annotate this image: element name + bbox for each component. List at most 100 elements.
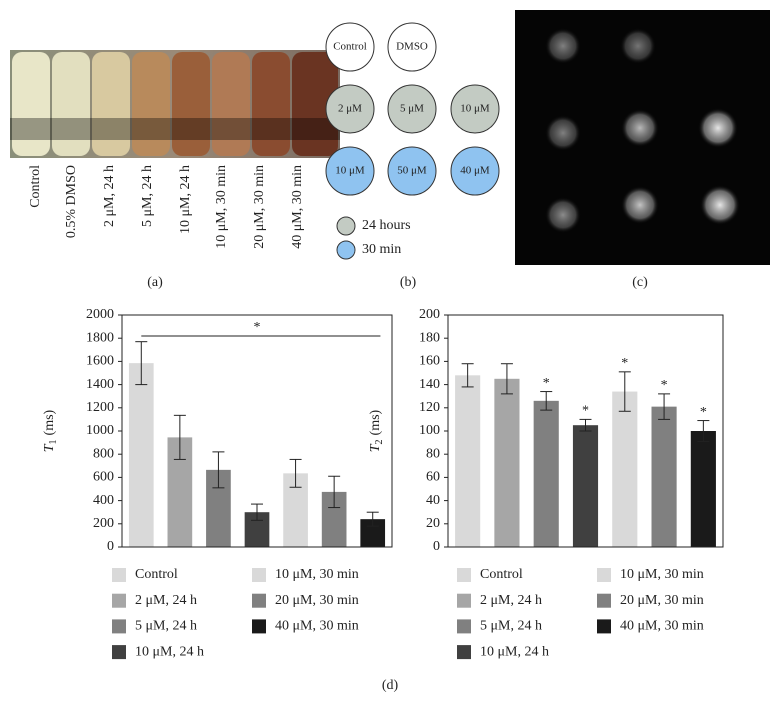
panel-caption: (b) bbox=[400, 275, 417, 290]
bar bbox=[651, 406, 677, 547]
plot-frame bbox=[447, 314, 724, 548]
sample-label: 5 μM bbox=[400, 103, 424, 115]
y-tick-label: 40 bbox=[426, 493, 440, 508]
legend-label: Control bbox=[480, 567, 523, 582]
y-axis-label: T1 (ms) bbox=[42, 409, 59, 452]
bar bbox=[690, 431, 716, 547]
legend-swatch bbox=[597, 619, 611, 634]
legend-swatch bbox=[252, 568, 266, 582]
panel-caption: (a) bbox=[147, 275, 163, 290]
legend-label: 40 μM, 30 min bbox=[620, 619, 704, 634]
legend-dot bbox=[336, 240, 356, 260]
sample-circle bbox=[387, 84, 437, 134]
bar bbox=[128, 363, 154, 547]
y-tick-label: 140 bbox=[419, 377, 440, 392]
legend-swatch bbox=[252, 619, 266, 634]
sample-circle bbox=[325, 146, 375, 196]
y-axis-label-subscript: 1 bbox=[48, 439, 59, 444]
significance-mark: * bbox=[700, 405, 707, 420]
y-tick-label: 800 bbox=[93, 446, 114, 461]
legend-label: 10 μM, 24 h bbox=[135, 644, 204, 659]
tube-label: 5 μM, 24 h bbox=[140, 165, 155, 227]
y-tick-label: 400 bbox=[93, 493, 114, 508]
y-axis-label-subscript: 2 bbox=[374, 439, 385, 444]
legend-label: 2 μM, 24 h bbox=[135, 593, 197, 608]
y-tick-label: 1200 bbox=[86, 400, 114, 415]
y-tick-label: 0 bbox=[433, 539, 440, 554]
legend-label: 20 μM, 30 min bbox=[620, 593, 704, 608]
y-tick-label: 0 bbox=[107, 539, 114, 554]
tube-label: Control bbox=[28, 165, 43, 208]
bar bbox=[494, 378, 520, 547]
y-axis-label-unit: (ms) bbox=[42, 409, 57, 435]
bar bbox=[533, 400, 559, 547]
y-tick-label: 60 bbox=[426, 470, 440, 485]
sample-circle bbox=[450, 146, 500, 196]
panel-caption: (d) bbox=[382, 678, 399, 693]
legend-label: 5 μM, 24 h bbox=[135, 619, 197, 634]
legend-label: 10 μM, 24 h bbox=[480, 644, 549, 659]
legend-swatch bbox=[457, 645, 471, 660]
panel-caption: (c) bbox=[632, 275, 648, 290]
legend-swatch bbox=[457, 619, 471, 634]
legend-swatch bbox=[597, 568, 611, 582]
sample-circle bbox=[387, 22, 437, 72]
legend-swatch bbox=[112, 568, 126, 582]
y-tick-label: 20 bbox=[426, 516, 440, 531]
legend-label: 5 μM, 24 h bbox=[480, 619, 542, 634]
sample-label: Control bbox=[333, 41, 367, 53]
legend-label: 24 hours bbox=[362, 218, 411, 233]
significance-mark: * bbox=[543, 376, 550, 391]
y-tick-label: 1000 bbox=[86, 423, 114, 438]
legend-swatch bbox=[112, 593, 126, 608]
tube-label: 10 μM, 30 min bbox=[214, 165, 229, 249]
y-tick-label: 1800 bbox=[86, 330, 114, 345]
significance-mark: * bbox=[661, 378, 668, 393]
legend-dot bbox=[336, 216, 356, 236]
sample-circle bbox=[325, 22, 375, 72]
legend-label: 10 μM, 30 min bbox=[620, 567, 704, 582]
significance-mark: * bbox=[621, 356, 628, 371]
y-axis-label: T2 (ms) bbox=[368, 409, 385, 452]
legend-swatch bbox=[597, 593, 611, 608]
bar bbox=[455, 375, 481, 547]
y-tick-label: 2000 bbox=[86, 307, 114, 322]
legend-label: 10 μM, 30 min bbox=[275, 567, 359, 582]
y-tick-label: 1400 bbox=[86, 377, 114, 392]
legend-label: 30 min bbox=[362, 242, 401, 257]
tube-label: 0.5% DMSO bbox=[64, 165, 79, 238]
legend-swatch bbox=[252, 593, 266, 608]
y-tick-label: 200 bbox=[93, 516, 114, 531]
sample-circle bbox=[450, 84, 500, 134]
plot-frame bbox=[121, 314, 393, 548]
y-tick-label: 1600 bbox=[86, 354, 114, 369]
legend-label: 2 μM, 24 h bbox=[480, 593, 542, 608]
y-tick-label: 100 bbox=[419, 423, 440, 438]
y-tick-label: 200 bbox=[419, 307, 440, 322]
y-tick-label: 600 bbox=[93, 470, 114, 485]
sample-label: 10 μM bbox=[460, 103, 490, 115]
tube-label: 10 μM, 24 h bbox=[178, 165, 193, 234]
sample-circle bbox=[387, 146, 437, 196]
legend-label: 20 μM, 30 min bbox=[275, 593, 359, 608]
tube-label: 20 μM, 30 min bbox=[252, 165, 267, 249]
y-axis-label-symbol: T bbox=[368, 443, 383, 452]
y-axis-label-symbol: T bbox=[42, 443, 57, 452]
tube-photo bbox=[10, 50, 340, 158]
y-tick-label: 180 bbox=[419, 330, 440, 345]
y-tick-label: 160 bbox=[419, 354, 440, 369]
significance-mark: * bbox=[254, 320, 261, 335]
sample-label: 40 μM bbox=[460, 165, 490, 177]
mri-spots bbox=[545, 28, 740, 233]
sample-label: 2 μM bbox=[338, 103, 362, 115]
sample-label: 10 μM bbox=[335, 165, 365, 177]
legend-label: Control bbox=[135, 567, 178, 582]
bar bbox=[572, 425, 599, 547]
bar bbox=[612, 391, 638, 547]
y-tick-label: 120 bbox=[419, 400, 440, 415]
legend-swatch bbox=[112, 619, 126, 634]
y-tick-label: 80 bbox=[426, 446, 440, 461]
significance-mark: * bbox=[582, 404, 589, 419]
tube-label: 2 μM, 24 h bbox=[102, 165, 117, 227]
